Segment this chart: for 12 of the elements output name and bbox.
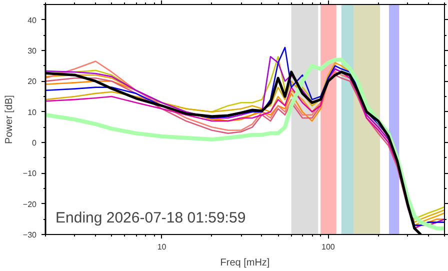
y-tick-label: −10 [22,169,38,178]
y-tick-label: −20 [22,200,38,209]
y-axis-title: Power [dB] [4,94,15,144]
y-tick-label: −30 [22,230,38,240]
annotation: Ending 2026-07-18 01:59:59 [56,210,246,226]
y-tick-label: 30 [28,46,38,56]
x-tick-label: 100 [322,242,336,252]
y-tick-label: 40 [28,16,38,25]
x-axis-title: Freq [mHz] [220,258,270,268]
y-tick-label: 20 [28,77,38,86]
y-tick-label: 0 [32,138,38,148]
y-tick-label: 10 [28,108,38,117]
